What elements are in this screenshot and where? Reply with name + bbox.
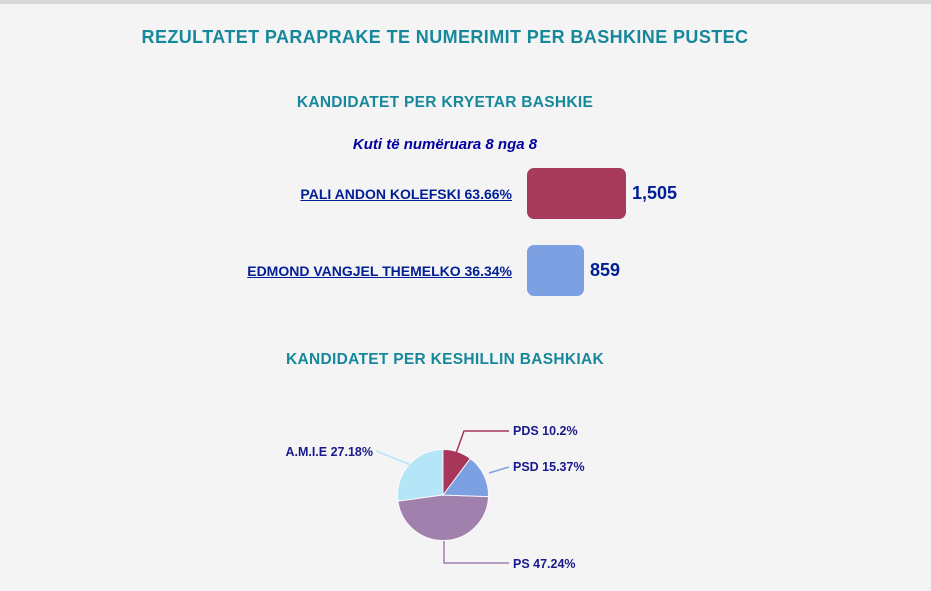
callout-line-pds: [454, 430, 509, 457]
callout-line-amie: [375, 450, 412, 466]
pie-label-pds: PDS 10.2%: [513, 424, 578, 438]
council-pie-svg: PDS 10.2% PSD 15.37% PS 47.24% A.M.I.E 2…: [285, 424, 585, 571]
pie-slice-amie: [397, 448, 444, 502]
candidate-votes-themelko: 859: [590, 260, 621, 280]
candidate-link-kolefski[interactable]: PALI ANDON KOLEFSKI 63.66%: [300, 185, 512, 202]
council-pie-chart: PDS 10.2% PSD 15.37% PS 47.24% A.M.I.E 2…: [283, 415, 613, 585]
pie-label-psd: PSD 15.37%: [513, 460, 585, 474]
pie-label-ps: PS 47.24%: [513, 557, 576, 571]
callout-line-ps: [443, 541, 509, 564]
boxes-counted-note: Kuti të numëruara 8 nga 8: [352, 136, 538, 153]
candidate-bar-themelko: [527, 245, 584, 296]
pie-label-amie: A.M.I.E 27.18%: [285, 445, 373, 459]
candidate-label-cell: PALI ANDON KOLEFSKI 63.66%: [0, 186, 512, 202]
candidate-votes-kolefski: 1,505: [632, 183, 678, 203]
callout-line-psd: [488, 466, 510, 474]
council-section-heading: KANDIDATET PER KESHILLIN BASHKIAK: [286, 351, 604, 368]
pie-slice-ps: [397, 494, 489, 541]
mayor-candidate-row: EDMOND VANGJEL THEMELKO 36.34% 859: [0, 245, 620, 296]
top-edge-strip: [0, 0, 931, 4]
pie-slice-pds: [442, 448, 471, 497]
page-title: REZULTATET PARAPRAKE TE NUMERIMIT PER BA…: [141, 27, 749, 47]
mayor-candidate-row: PALI ANDON KOLEFSKI 63.66% 1,505: [0, 168, 677, 219]
candidate-link-themelko[interactable]: EDMOND VANGJEL THEMELKO 36.34%: [247, 262, 512, 279]
candidate-bar-kolefski: [527, 168, 626, 219]
candidate-label-cell: EDMOND VANGJEL THEMELKO 36.34%: [0, 263, 512, 279]
mayor-section-heading: KANDIDATET PER KRYETAR BASHKIE: [296, 94, 594, 111]
